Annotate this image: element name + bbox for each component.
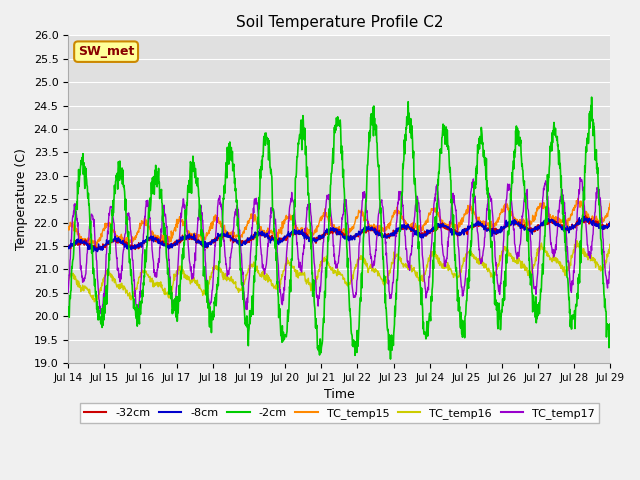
Title: Soil Temperature Profile C2: Soil Temperature Profile C2 xyxy=(236,15,443,30)
Y-axis label: Temperature (C): Temperature (C) xyxy=(15,148,28,250)
Legend: -32cm, -8cm, -2cm, TC_temp15, TC_temp16, TC_temp17: -32cm, -8cm, -2cm, TC_temp15, TC_temp16,… xyxy=(79,403,599,423)
Text: SW_met: SW_met xyxy=(78,45,134,58)
X-axis label: Time: Time xyxy=(324,388,355,401)
